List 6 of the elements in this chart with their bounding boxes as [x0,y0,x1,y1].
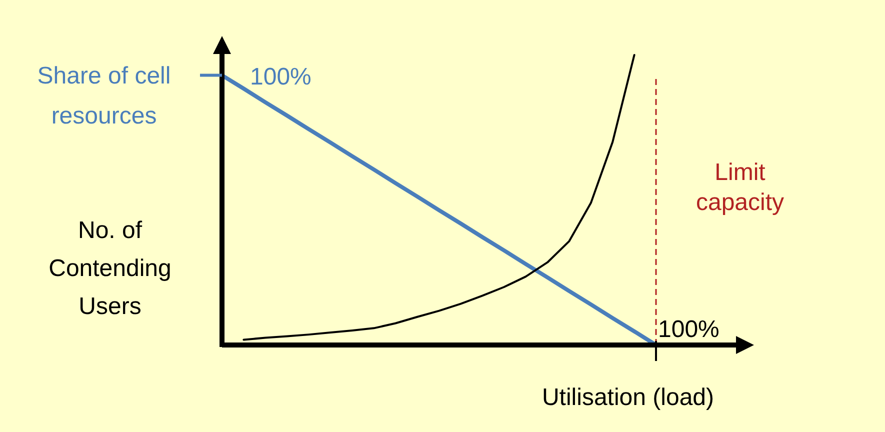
x-axis-title: Utilisation (load) [542,384,714,411]
annotation: 100% [250,63,312,90]
y-axis-title: No. of Contending Users [48,217,172,320]
annotation: 100% [658,316,720,343]
text: Limit capacity [696,159,784,216]
legend-label: Share of cell resources [37,62,171,130]
